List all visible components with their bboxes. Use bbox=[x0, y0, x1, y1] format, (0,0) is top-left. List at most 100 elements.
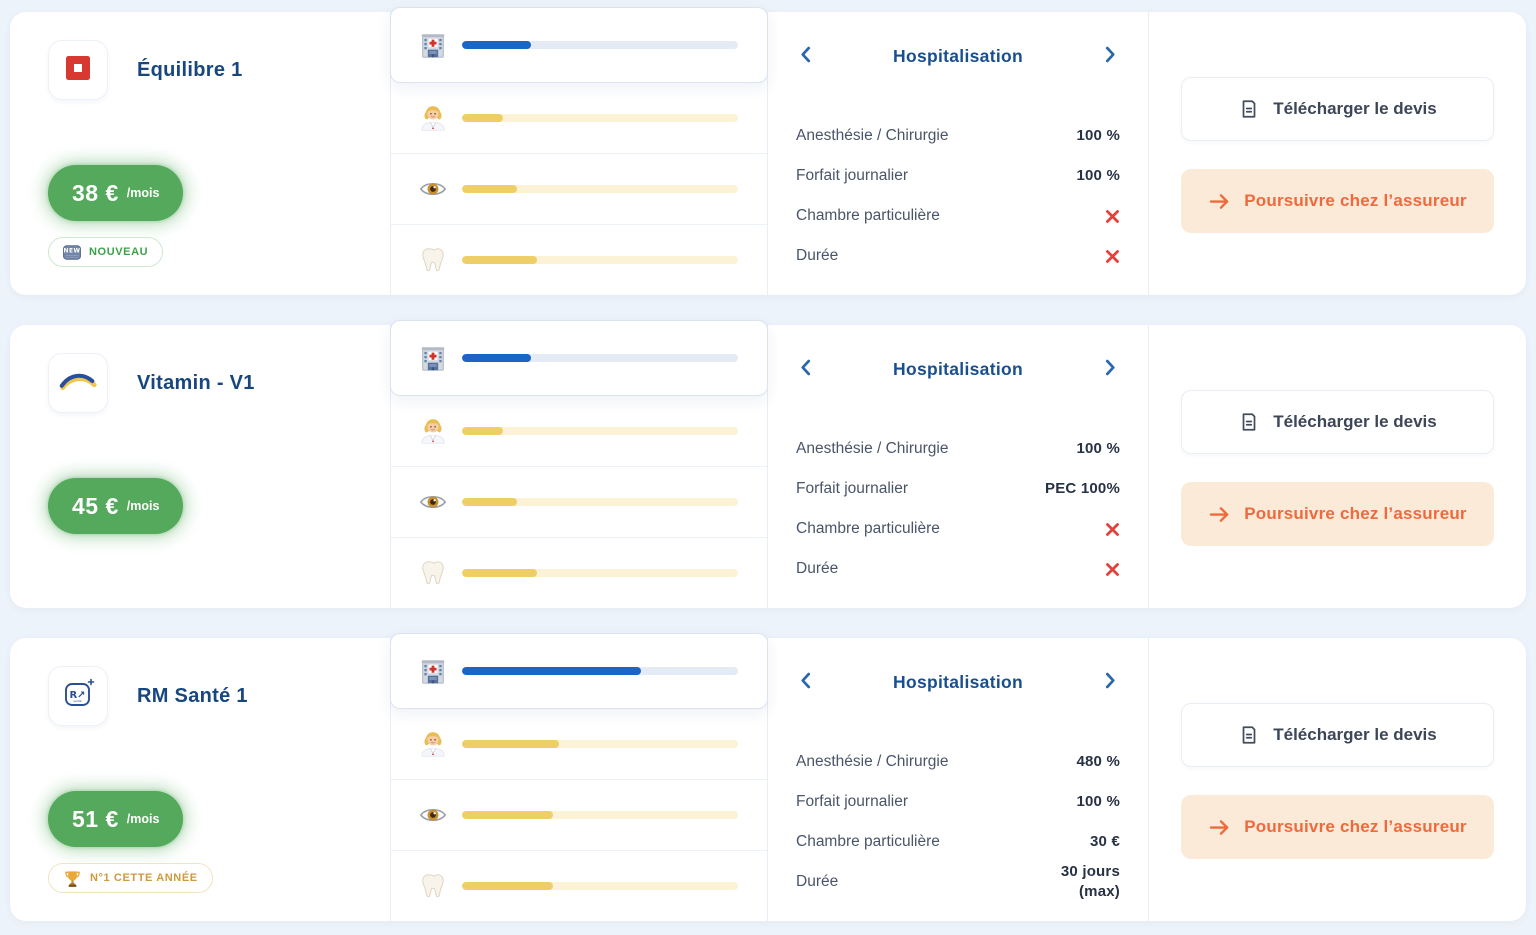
coverage-bars bbox=[390, 633, 768, 921]
plan-name: Équilibre 1 bbox=[137, 58, 243, 81]
detail-row: Chambre particulière 30 € bbox=[796, 822, 1120, 862]
continue-insurer-label: Poursuivre chez l’assureur bbox=[1244, 504, 1467, 523]
coverage-bar-row-optique[interactable] bbox=[391, 154, 767, 225]
coverage-bar-row-dentaire[interactable] bbox=[391, 851, 767, 921]
coverage-fill bbox=[462, 114, 504, 122]
document-icon bbox=[1238, 411, 1260, 433]
chevron-right-icon bbox=[1105, 46, 1116, 66]
category-details: Hospitalisation Anesthésie / Chirurgie 1… bbox=[768, 12, 1148, 295]
detail-label: Anesthésie / Chirurgie bbox=[796, 440, 949, 457]
coverage-fill bbox=[462, 740, 559, 748]
trophy-icon bbox=[63, 869, 82, 888]
coverage-bar-row-dentaire[interactable] bbox=[391, 225, 767, 295]
detail-row: Durée bbox=[796, 549, 1120, 589]
offer-card: Vitamin - V1 45 € /mois bbox=[10, 320, 1526, 608]
eye-icon bbox=[418, 487, 448, 517]
coverage-bar-row-hospitalisation[interactable] bbox=[390, 320, 768, 396]
arrow-right-icon bbox=[1208, 818, 1231, 837]
coverage-track bbox=[462, 667, 738, 675]
document-icon bbox=[1238, 98, 1260, 120]
badge-text: N°1 CETTE ANNÉE bbox=[90, 872, 198, 884]
detail-label: Chambre particulière bbox=[796, 207, 940, 224]
coverage-track bbox=[462, 354, 738, 362]
cross-icon bbox=[1105, 249, 1120, 264]
detail-value: 480 % bbox=[1076, 752, 1120, 770]
download-quote-button[interactable]: Télécharger le devis bbox=[1181, 703, 1494, 767]
detail-label: Chambre particulière bbox=[796, 833, 940, 850]
continue-insurer-button[interactable]: Poursuivre chez l’assureur bbox=[1181, 795, 1494, 859]
price-pill: 45 € /mois bbox=[48, 478, 184, 534]
insurer-logo bbox=[48, 40, 108, 100]
detail-value: PEC 100% bbox=[1045, 479, 1120, 497]
continue-insurer-button[interactable]: Poursuivre chez l’assureur bbox=[1181, 482, 1494, 546]
continue-insurer-label: Poursuivre chez l’assureur bbox=[1244, 817, 1467, 836]
coverage-bar-row-soins-courants[interactable] bbox=[391, 396, 767, 467]
coverage-bar-row-optique[interactable] bbox=[391, 780, 767, 851]
coverage-bar-row-hospitalisation[interactable] bbox=[390, 633, 768, 709]
prev-category-button[interactable] bbox=[796, 355, 815, 383]
detail-row: Anesthésie / Chirurgie 100 % bbox=[796, 429, 1120, 469]
price-amount: 45 € bbox=[72, 492, 119, 519]
cross-icon bbox=[1105, 209, 1120, 224]
cross-icon bbox=[1105, 522, 1120, 537]
download-quote-button[interactable]: Télécharger le devis bbox=[1181, 390, 1494, 454]
plan-name: Vitamin - V1 bbox=[137, 371, 255, 394]
coverage-bar-row-soins-courants[interactable] bbox=[391, 83, 767, 154]
coverage-bar-row-hospitalisation[interactable] bbox=[390, 7, 768, 83]
offer-actions: Télécharger le devis Poursuivre chez l’a… bbox=[1148, 12, 1526, 295]
detail-label: Durée bbox=[796, 247, 839, 264]
hospital-icon bbox=[418, 343, 448, 373]
detail-row: Durée bbox=[796, 236, 1120, 276]
offer-actions: Télécharger le devis Poursuivre chez l’a… bbox=[1148, 638, 1526, 921]
eye-icon bbox=[418, 800, 448, 830]
coverage-fill bbox=[462, 811, 554, 819]
detail-row: Durée 30 jours (max) bbox=[796, 862, 1120, 903]
coverage-fill bbox=[462, 667, 642, 675]
detail-value: 100 % bbox=[1076, 439, 1120, 457]
detail-label: Chambre particulière bbox=[796, 520, 940, 537]
price-period: /mois bbox=[126, 812, 160, 826]
next-category-button[interactable] bbox=[1101, 668, 1120, 696]
detail-row: Forfait journalier 100 % bbox=[796, 156, 1120, 196]
arrow-right-icon bbox=[1208, 505, 1231, 524]
coverage-track bbox=[462, 569, 738, 577]
next-category-button[interactable] bbox=[1101, 355, 1120, 383]
category-title: Hospitalisation bbox=[893, 671, 1023, 692]
price-pill: 38 € /mois bbox=[48, 165, 184, 221]
coverage-bar-row-optique[interactable] bbox=[391, 467, 767, 538]
detail-value: 100 % bbox=[1076, 792, 1120, 810]
detail-row: Chambre particulière bbox=[796, 196, 1120, 236]
coverage-fill bbox=[462, 185, 518, 193]
next-category-button[interactable] bbox=[1101, 42, 1120, 70]
chevron-left-icon bbox=[800, 46, 811, 66]
prev-category-button[interactable] bbox=[796, 42, 815, 70]
coverage-bars bbox=[390, 320, 768, 608]
download-quote-label: Télécharger le devis bbox=[1273, 725, 1437, 744]
detail-label: Forfait journalier bbox=[796, 793, 908, 810]
tooth-icon bbox=[418, 871, 448, 901]
svg-text:R↗: R↗ bbox=[69, 690, 85, 701]
doctor-icon bbox=[418, 729, 448, 759]
continue-insurer-button[interactable]: Poursuivre chez l’assureur bbox=[1181, 169, 1494, 233]
coverage-track bbox=[462, 882, 738, 890]
continue-insurer-label: Poursuivre chez l’assureur bbox=[1244, 191, 1467, 210]
coverage-track bbox=[462, 740, 738, 748]
coverage-bar-row-dentaire[interactable] bbox=[391, 538, 767, 608]
price-amount: 51 € bbox=[72, 805, 119, 832]
coverage-track bbox=[462, 185, 738, 193]
detail-label: Anesthésie / Chirurgie bbox=[796, 753, 949, 770]
detail-label: Forfait journalier bbox=[796, 480, 908, 497]
coverage-track bbox=[462, 427, 738, 435]
prev-category-button[interactable] bbox=[796, 668, 815, 696]
coverage-bar-row-soins-courants[interactable] bbox=[391, 709, 767, 780]
coverage-fill bbox=[462, 354, 531, 362]
doctor-icon bbox=[418, 103, 448, 133]
download-quote-button[interactable]: Télécharger le devis bbox=[1181, 77, 1494, 141]
detail-value: 30 jours (max) bbox=[1060, 863, 1120, 901]
tooth-icon bbox=[418, 245, 448, 275]
offer-badge: NEW NOUVEAU bbox=[48, 237, 164, 267]
coverage-fill bbox=[462, 256, 537, 264]
download-quote-label: Télécharger le devis bbox=[1273, 99, 1437, 118]
stop-square-logo bbox=[60, 50, 96, 91]
